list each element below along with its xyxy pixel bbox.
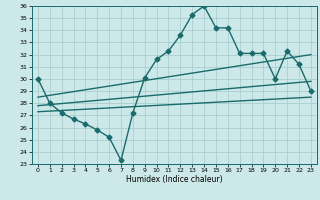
X-axis label: Humidex (Indice chaleur): Humidex (Indice chaleur)	[126, 175, 223, 184]
